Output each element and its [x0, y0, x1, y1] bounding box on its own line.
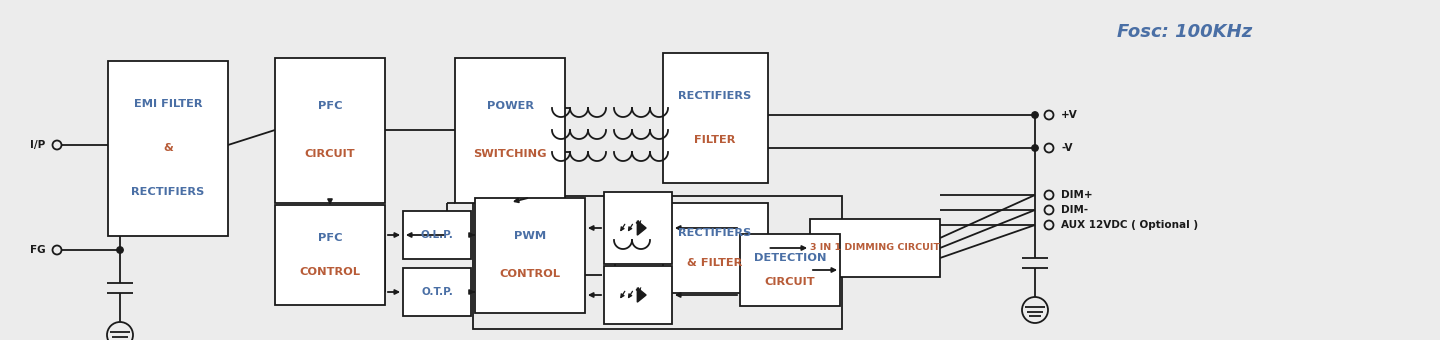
Text: & FILTER: & FILTER — [687, 258, 743, 268]
Text: RECTIFIERS: RECTIFIERS — [131, 187, 204, 197]
Text: PFC: PFC — [318, 101, 343, 111]
Bar — [403, 268, 471, 316]
Text: POWER: POWER — [487, 101, 533, 111]
Text: DIM+: DIM+ — [1061, 190, 1093, 200]
Text: RECTIFIERS: RECTIFIERS — [678, 91, 752, 101]
Text: +V: +V — [1061, 110, 1077, 120]
Text: O.T.P.: O.T.P. — [420, 287, 454, 297]
Bar — [275, 57, 384, 203]
Text: CONTROL: CONTROL — [500, 269, 560, 279]
Polygon shape — [638, 221, 647, 235]
Text: CIRCUIT: CIRCUIT — [305, 149, 356, 159]
Text: DIM-: DIM- — [1061, 205, 1089, 215]
Bar — [603, 266, 672, 324]
Circle shape — [1032, 112, 1038, 118]
Bar — [809, 219, 940, 277]
Bar — [603, 192, 672, 264]
Text: -V: -V — [1061, 143, 1073, 153]
Bar — [275, 205, 384, 305]
Text: CIRCUIT: CIRCUIT — [765, 277, 815, 287]
Text: AUX 12VDC ( Optional ): AUX 12VDC ( Optional ) — [1061, 220, 1198, 230]
Text: SWITCHING: SWITCHING — [474, 149, 547, 159]
Bar — [740, 234, 840, 306]
Bar — [455, 57, 564, 203]
Text: Fosc: 100KHz: Fosc: 100KHz — [1117, 23, 1253, 41]
Circle shape — [1032, 145, 1038, 151]
Text: FG: FG — [30, 245, 46, 255]
Bar — [403, 211, 471, 259]
Text: RECTIFIERS: RECTIFIERS — [678, 228, 752, 238]
Text: PFC: PFC — [318, 233, 343, 243]
Text: I/P: I/P — [30, 140, 46, 150]
Bar — [662, 53, 768, 183]
Bar — [108, 61, 228, 236]
Text: CONTROL: CONTROL — [300, 267, 360, 277]
Bar — [475, 198, 585, 312]
Text: DETECTION: DETECTION — [753, 253, 827, 263]
Text: 3 IN 1 DIMMING CIRCUIT: 3 IN 1 DIMMING CIRCUIT — [809, 243, 940, 253]
Text: FILTER: FILTER — [694, 135, 736, 144]
Text: EMI FILTER: EMI FILTER — [134, 99, 202, 109]
Polygon shape — [638, 288, 647, 302]
Bar — [662, 203, 768, 293]
Text: O.L.P.: O.L.P. — [420, 230, 454, 240]
Circle shape — [117, 247, 124, 253]
Bar — [472, 195, 842, 329]
Text: &: & — [163, 143, 173, 153]
Text: PWM: PWM — [514, 231, 546, 241]
